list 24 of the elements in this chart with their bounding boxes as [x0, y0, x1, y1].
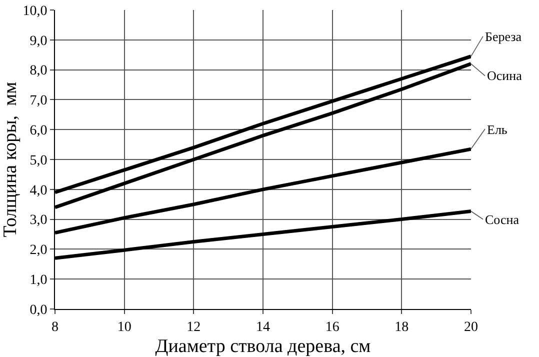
y-tick-label: 9,0 [30, 34, 48, 49]
y-tick-label: 0,0 [30, 302, 48, 318]
y-tick-label: 10,0 [22, 4, 48, 19]
x-tick-label: 16 [325, 320, 340, 335]
x-tick-label: 18 [394, 320, 409, 335]
x-axis-title: Диаметр ствола дерева, см [155, 336, 371, 357]
y-axis-title: Толщина коры, мм [0, 82, 21, 238]
y-tick-label: 3,0 [30, 213, 48, 228]
y-tick-label: 7,0 [30, 94, 48, 109]
y-tick-label: 6,0 [30, 124, 48, 138]
x-tick-label: 20 [464, 320, 478, 335]
x-tick-label: 8 [52, 320, 58, 335]
x-tick-label: 14 [256, 320, 270, 335]
series-label: Береза [485, 29, 522, 44]
y-tick-label: 4,0 [30, 183, 48, 198]
series-label: Осина [487, 68, 522, 83]
y-tick-label: 8,0 [30, 64, 48, 79]
x-tick-label: 12 [186, 320, 201, 335]
y-tick-label: 2,0 [30, 243, 48, 258]
y-tick-label: 1,0 [30, 273, 48, 288]
series-label: Ель [487, 122, 508, 137]
series-label: Сосна [485, 212, 520, 227]
x-tick-label: 10 [117, 320, 132, 335]
y-tick-label: 5,0 [30, 153, 48, 168]
